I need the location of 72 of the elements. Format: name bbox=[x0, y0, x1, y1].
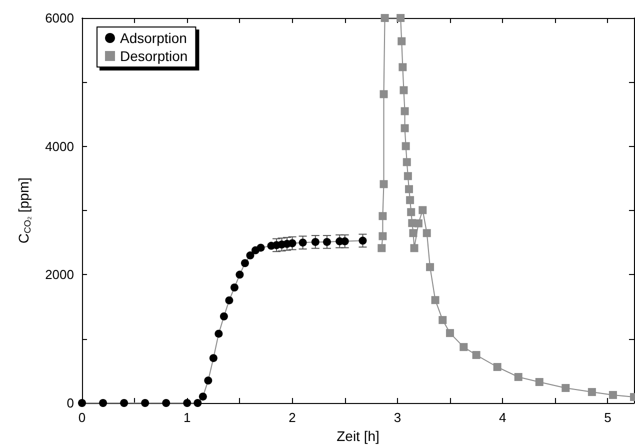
point bbox=[120, 399, 128, 407]
point bbox=[380, 90, 388, 98]
x-tick-label: 4 bbox=[498, 410, 506, 425]
y-tick-label: 2000 bbox=[45, 267, 74, 282]
point bbox=[230, 284, 238, 292]
point bbox=[514, 373, 522, 382]
point bbox=[198, 392, 207, 401]
point bbox=[214, 330, 223, 338]
point bbox=[410, 244, 418, 252]
y-axis-title: CCO₂ [ppm] bbox=[16, 177, 32, 244]
y-tick-label: 0 bbox=[66, 396, 74, 410]
point bbox=[404, 172, 412, 180]
point bbox=[378, 244, 386, 252]
point bbox=[358, 236, 367, 245]
legend-label: Desorption bbox=[120, 48, 188, 64]
point bbox=[588, 388, 596, 396]
point bbox=[380, 180, 388, 188]
x-tick-label: 2 bbox=[288, 410, 296, 425]
point bbox=[162, 399, 170, 407]
point bbox=[209, 354, 218, 362]
y-tick-label: 4000 bbox=[45, 138, 74, 154]
point bbox=[380, 14, 389, 22]
x-tick-label: 1 bbox=[184, 410, 191, 425]
point bbox=[406, 196, 414, 204]
point bbox=[608, 390, 617, 399]
point bbox=[204, 376, 212, 385]
point bbox=[402, 142, 410, 150]
point bbox=[400, 107, 409, 116]
point bbox=[378, 232, 387, 240]
point bbox=[493, 363, 502, 372]
point bbox=[246, 251, 254, 260]
point bbox=[446, 329, 454, 338]
point bbox=[535, 378, 544, 386]
point bbox=[398, 37, 406, 46]
point bbox=[460, 343, 468, 352]
x-tick-label: 0 bbox=[78, 410, 86, 425]
point bbox=[78, 399, 86, 407]
point bbox=[396, 14, 405, 22]
legend-label: Adsorption bbox=[120, 30, 187, 46]
y-tick-label: 6000 bbox=[45, 10, 74, 26]
point bbox=[240, 259, 249, 268]
point bbox=[407, 208, 416, 216]
point bbox=[322, 238, 331, 246]
point bbox=[426, 263, 434, 272]
x-tick-label: 3 bbox=[394, 410, 402, 425]
point bbox=[562, 384, 570, 392]
x-tick-label: 5 bbox=[604, 410, 612, 425]
point bbox=[472, 351, 480, 360]
point bbox=[225, 296, 234, 304]
point bbox=[183, 399, 192, 407]
point bbox=[378, 212, 387, 220]
point bbox=[141, 399, 150, 407]
point bbox=[311, 238, 320, 246]
point bbox=[431, 296, 440, 304]
point bbox=[404, 185, 413, 194]
x-axis-title: Zeit [h] bbox=[336, 428, 380, 444]
point bbox=[400, 124, 409, 132]
point bbox=[418, 206, 427, 214]
point bbox=[409, 229, 418, 238]
point bbox=[236, 270, 244, 279]
point bbox=[402, 158, 411, 166]
point bbox=[400, 86, 408, 94]
point bbox=[194, 399, 202, 407]
point bbox=[398, 63, 407, 72]
point bbox=[220, 312, 228, 320]
point bbox=[438, 316, 447, 324]
point bbox=[99, 399, 108, 407]
point bbox=[256, 244, 265, 252]
point bbox=[422, 229, 431, 238]
point bbox=[288, 239, 296, 248]
point bbox=[298, 238, 307, 247]
point bbox=[414, 219, 422, 228]
